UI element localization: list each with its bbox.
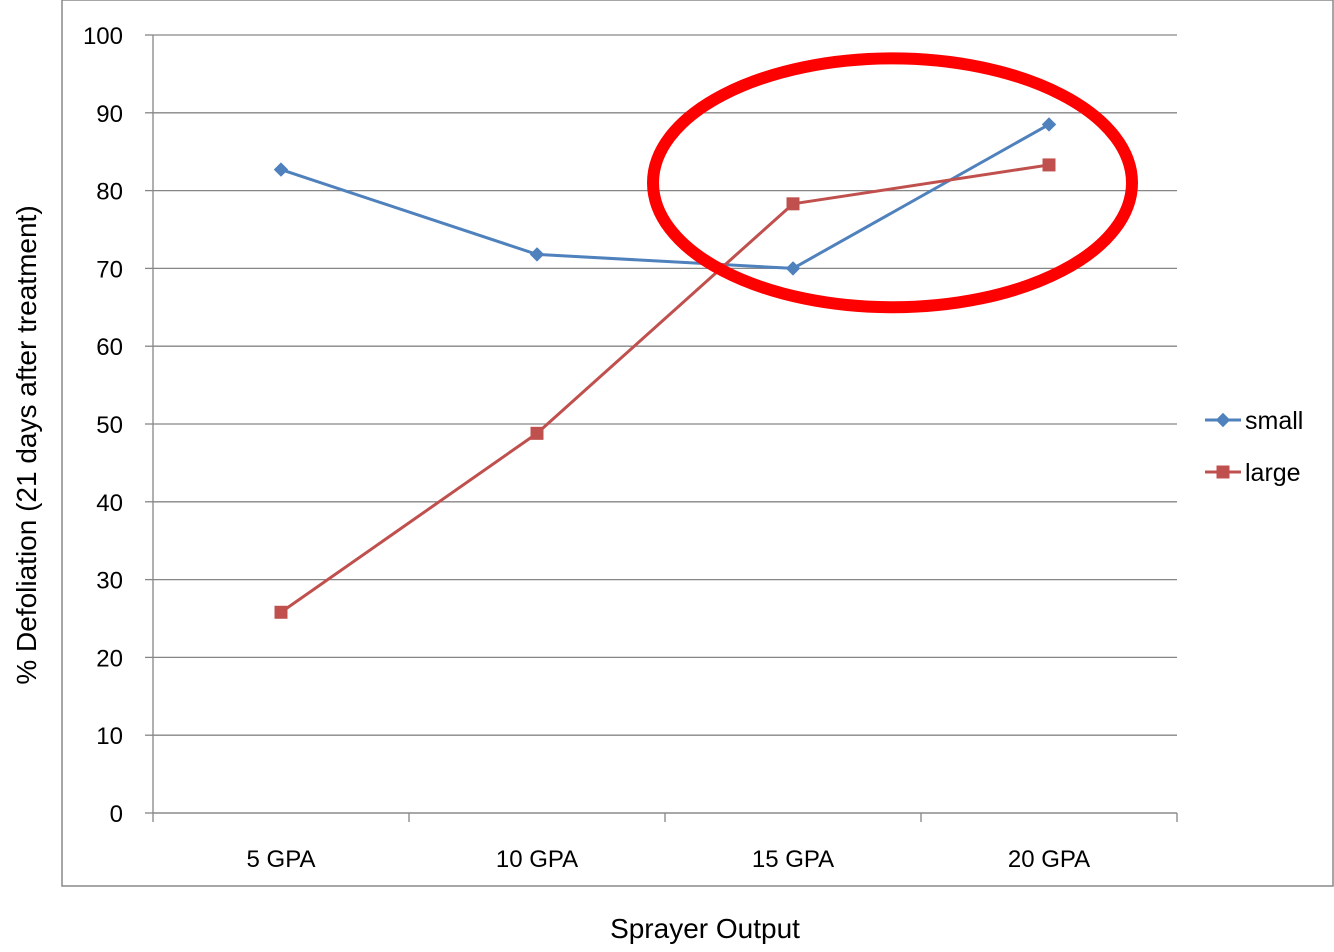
legend-marker [1216,465,1230,479]
data-point-large [786,197,800,211]
y-tick-label: 30 [96,568,123,595]
y-tick-label: 60 [96,334,123,361]
legend-label: large [1245,459,1301,487]
legend-label: small [1245,407,1303,435]
annotation-group [647,52,1138,314]
legend-marker [1215,412,1231,428]
data-point-large [530,426,544,440]
y-tick-label: 90 [96,101,123,128]
gridlines [153,34,1177,814]
data-point-small [529,247,545,262]
highlight-ellipse [647,52,1138,314]
y-tick-label: 80 [96,179,123,206]
y-tick-label: 20 [96,645,123,672]
x-tick-label: 10 GPA [496,846,578,873]
chart-frame [61,0,1334,887]
x-axis-title: Sprayer Output [610,913,800,944]
y-tick-label: 40 [96,490,123,517]
legend: small large [1205,407,1303,487]
axes: 0 10 20 30 40 50 60 70 80 90 100 5 GPA 10 GPA 15 GPA 2… [83,23,1178,873]
series-line-small [280,123,1050,270]
data-point-small [1041,117,1057,132]
x-tick-label: 5 GPA [247,846,316,873]
x-tick-label: 20 GPA [1008,846,1090,873]
data-point-small [273,162,289,177]
y-tick-label: 100 [83,23,123,50]
data-point-small [785,261,801,276]
data-point-large [274,605,288,619]
y-axis-title: % Defoliation (21 days after treatment) [11,205,42,684]
data-point-large [1042,158,1056,172]
y-tick-label: 0 [110,801,123,828]
y-tick-label: 70 [96,256,123,283]
x-tick-label: 15 GPA [752,846,834,873]
series-line-large [280,163,1050,614]
series-group [273,117,1057,619]
y-tick-label: 50 [96,412,123,439]
y-tick-label: 10 [96,723,123,750]
